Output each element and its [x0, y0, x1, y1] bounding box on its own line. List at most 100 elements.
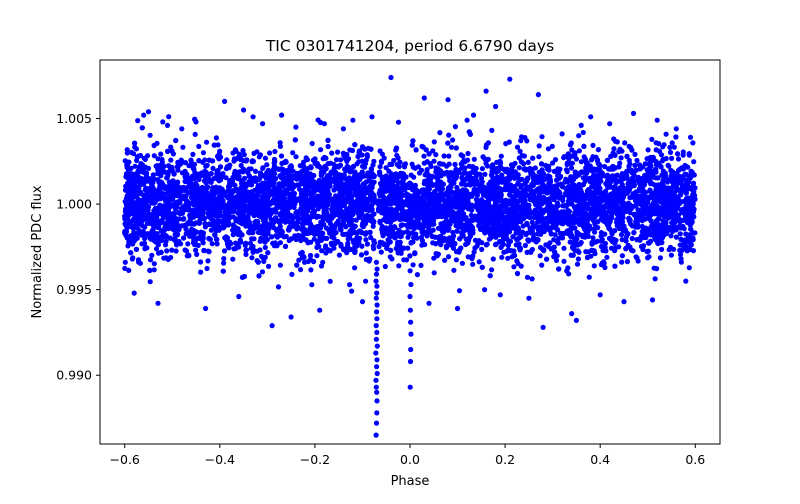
- data-point-cloud: [656, 141, 662, 147]
- data-point-cloud: [430, 227, 436, 233]
- data-point-cloud: [266, 263, 272, 269]
- data-point-cloud: [553, 257, 560, 263]
- data-point-cloud: [209, 241, 215, 247]
- data-point-cloud: [387, 254, 393, 260]
- data-point-cloud: [294, 182, 300, 188]
- data-point-cloud: [441, 153, 447, 159]
- data-point-cloud: [482, 287, 488, 293]
- data-point-cloud: [208, 227, 214, 233]
- data-point-cloud: [368, 234, 374, 241]
- data-point-cloud: [377, 164, 383, 170]
- data-point-cloud: [602, 164, 608, 170]
- data-point-cloud: [513, 230, 519, 236]
- data-point-cloud: [590, 235, 596, 241]
- data-point-cloud: [649, 136, 655, 142]
- data-point-cloud: [470, 112, 477, 118]
- data-point-cloud: [549, 143, 555, 149]
- data-point-cloud: [285, 227, 291, 233]
- data-point-cloud: [265, 231, 271, 237]
- data-point-cloud: [289, 271, 295, 277]
- data-point-cloud: [339, 191, 346, 198]
- data-point-cloud: [426, 180, 432, 186]
- data-point-cloud: [442, 257, 448, 263]
- data-point-cloud: [166, 114, 172, 120]
- data-point-cloud: [519, 153, 525, 159]
- data-point-cloud: [249, 255, 255, 261]
- data-point-cloud: [217, 148, 223, 154]
- data-point-cloud: [681, 226, 687, 232]
- data-point-cloud: [257, 247, 263, 253]
- data-point-cloud: [514, 258, 520, 264]
- data-point-cloud: [371, 199, 377, 205]
- data-point-cloud: [198, 259, 204, 265]
- data-point-cloud: [618, 232, 625, 238]
- data-point-cloud: [647, 189, 654, 195]
- data-point-cloud: [489, 168, 495, 175]
- data-point-cloud: [431, 158, 437, 164]
- data-point-cloud: [467, 170, 473, 176]
- data-point-cloud: [259, 269, 266, 275]
- data-point-cloud: [422, 241, 428, 248]
- data-point-cloud: [331, 235, 337, 241]
- data-point-cloud: [634, 157, 640, 164]
- data-point-cloud: [453, 166, 459, 172]
- data-point-cloud: [580, 129, 586, 136]
- data-point-cloud: [482, 171, 488, 177]
- data-point-cloud: [531, 214, 537, 220]
- data-point-cloud: [262, 254, 268, 260]
- data-point-cloud: [563, 202, 569, 208]
- data-point-cloud: [458, 161, 464, 167]
- data-point-cloud: [158, 151, 164, 157]
- data-point-cloud: [532, 165, 538, 171]
- data-point-cloud: [529, 219, 535, 225]
- data-point-cloud: [293, 154, 299, 160]
- data-point-cloud: [586, 274, 592, 280]
- data-point-cloud: [190, 151, 196, 157]
- data-point-cloud: [182, 160, 189, 166]
- data-point-cloud: [303, 155, 309, 161]
- data-point-cloud: [479, 246, 485, 252]
- data-point-cloud: [327, 278, 333, 284]
- data-point-cloud: [437, 130, 443, 136]
- data-point-cloud: [447, 178, 453, 184]
- data-point-cloud: [149, 252, 155, 258]
- data-point-cloud: [484, 241, 490, 247]
- data-point-cloud: [124, 150, 130, 156]
- data-point-cloud: [383, 165, 389, 171]
- data-point-cloud: [469, 256, 475, 262]
- data-point-cloud: [298, 267, 304, 273]
- data-point-cloud: [668, 252, 675, 258]
- data-point-cloud: [155, 156, 161, 162]
- data-point-cloud: [404, 257, 410, 263]
- data-point-cloud: [331, 166, 337, 172]
- data-point-cloud: [667, 149, 674, 155]
- data-point-cloud: [555, 236, 562, 242]
- data-point-cloud: [433, 152, 439, 158]
- data-point-cloud: [522, 166, 528, 172]
- data-point-cloud: [471, 156, 477, 162]
- data-point-cloud: [632, 162, 638, 168]
- data-point-cloud: [516, 165, 522, 171]
- data-point-cloud: [677, 247, 683, 253]
- data-point-cloud: [516, 176, 522, 182]
- data-point-cloud: [320, 259, 326, 265]
- data-point-cloud: [691, 214, 697, 220]
- data-point-cloud: [271, 183, 277, 189]
- data-point-cloud: [246, 166, 252, 172]
- data-point-cloud: [333, 157, 340, 163]
- data-point-cloud: [619, 259, 625, 265]
- data-point-cloud: [474, 217, 480, 223]
- data-point-cloud: [230, 256, 236, 262]
- data-point-cloud: [150, 172, 156, 178]
- chart-title: TIC 0301741204, period 6.6790 days: [265, 37, 554, 55]
- data-point-cloud: [168, 157, 174, 163]
- data-point-cloud: [184, 253, 190, 259]
- data-point-cloud: [382, 263, 388, 270]
- data-point-cloud: [622, 140, 628, 146]
- data-point-cloud: [538, 231, 544, 237]
- data-point-cloud: [499, 254, 505, 260]
- data-point-cloud: [379, 159, 385, 165]
- data-point-cloud: [147, 279, 153, 285]
- data-point-cloud: [456, 209, 462, 215]
